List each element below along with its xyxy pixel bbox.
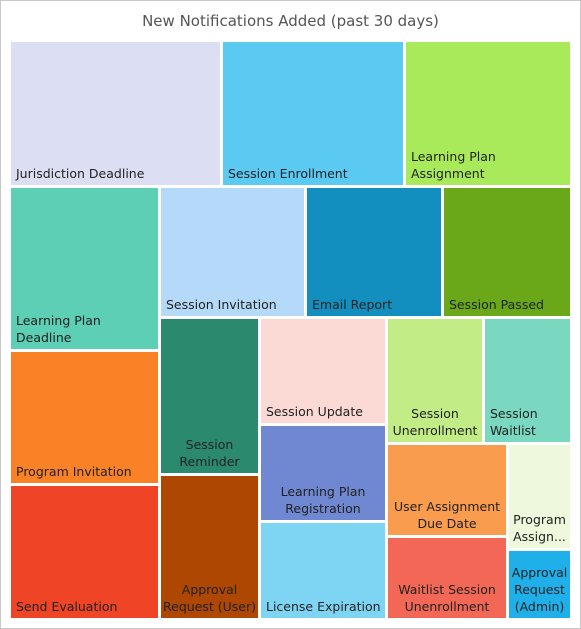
treemap-tile-label: Learning Plan Deadline xyxy=(16,313,101,345)
treemap-tile[interactable]: Session Waitlist xyxy=(483,317,572,444)
treemap-tile-label: Waitlist Session Unenrollment xyxy=(398,582,496,614)
treemap-tile[interactable]: Email Report xyxy=(305,186,443,318)
treemap-tile-label: Program Assign... xyxy=(513,512,566,544)
treemap-tile[interactable]: Session Invitation xyxy=(159,186,306,318)
treemap-tile-label: Program Invitation xyxy=(16,464,132,479)
chart-title: New Notifications Added (past 30 days) xyxy=(142,12,439,30)
treemap-tile-label: Session Unenrollment xyxy=(392,406,478,438)
treemap-tile-label: Learning Plan Assignment xyxy=(411,149,496,181)
treemap-tile-label: Session Enrollment xyxy=(228,166,348,181)
treemap-tile-label: Session Waitlist xyxy=(490,406,538,438)
treemap-tile[interactable]: Learning Plan Registration xyxy=(259,424,387,522)
treemap-tile[interactable]: Program Assign... xyxy=(507,443,572,550)
treemap-tile[interactable]: Approval Request (User) xyxy=(159,474,260,620)
treemap-tile[interactable]: Session Update xyxy=(259,317,387,425)
treemap-tile[interactable]: User Assignment Due Date xyxy=(386,443,508,537)
treemap-tile[interactable]: Session Passed xyxy=(442,186,572,318)
treemap-tile[interactable]: Learning Plan Deadline xyxy=(9,186,160,351)
treemap-tile[interactable]: Session Enrollment xyxy=(221,40,405,187)
treemap-tile-label: Session Reminder xyxy=(179,437,240,469)
treemap-tile-label: User Assignment Due Date xyxy=(393,499,501,531)
treemap-tile-label: Session Passed xyxy=(449,297,544,312)
treemap-tile[interactable]: Program Invitation xyxy=(9,350,160,485)
treemap-tile-label: Learning Plan Registration xyxy=(280,484,366,516)
treemap-tile[interactable]: Waitlist Session Unenrollment xyxy=(386,536,508,620)
treemap-tile-label: License Expiration xyxy=(266,599,381,614)
treemap-tile[interactable]: Approval Request (Admin) xyxy=(507,549,572,620)
treemap-tile-label: Email Report xyxy=(312,297,393,312)
treemap-tile[interactable]: Send Evaluation xyxy=(9,484,160,620)
treemap-tile-label: Approval Request (User) xyxy=(163,582,256,614)
treemap-tile-label: Session Update xyxy=(266,404,363,419)
treemap-tile-label: Approval Request (Admin) xyxy=(511,565,568,614)
treemap-tile[interactable]: Jurisdiction Deadline xyxy=(9,40,222,187)
treemap-tile[interactable]: Session Reminder xyxy=(159,317,260,475)
treemap-tile[interactable]: Learning Plan Assignment xyxy=(404,40,572,187)
treemap-tile-label: Jurisdiction Deadline xyxy=(16,166,145,181)
treemap-tile-label: Send Evaluation xyxy=(16,599,118,614)
treemap-tile-label: Session Invitation xyxy=(166,297,277,312)
treemap-tile[interactable]: Session Unenrollment xyxy=(386,317,484,444)
treemap-tile[interactable]: License Expiration xyxy=(259,521,387,620)
